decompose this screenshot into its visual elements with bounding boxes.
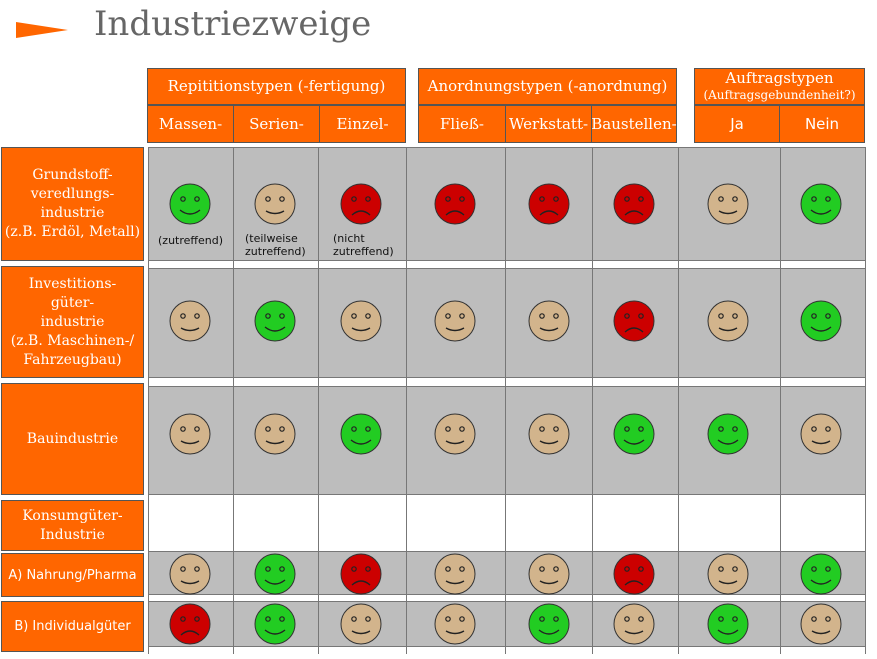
- row-label-investition: Investitions-güter-industrie (z.B. Maschi…: [1, 266, 144, 378]
- red-face-icon: [169, 603, 211, 645]
- green-face-icon: [254, 300, 296, 342]
- beige-face-icon: [169, 300, 211, 342]
- group-header-arrangement: Anordnungstypen (-anordnung): [418, 68, 677, 105]
- beige-face-icon: [169, 553, 211, 595]
- beige-face-icon: [528, 413, 570, 455]
- group-header-order: Auftragstypen (Auftragsgebundenheit?): [694, 68, 865, 105]
- row-label-bau: Bauindustrie: [1, 383, 144, 495]
- beige-face-icon: [707, 300, 749, 342]
- red-face-icon: [613, 553, 655, 595]
- beige-face-icon: [340, 300, 382, 342]
- beige-face-icon: [340, 603, 382, 645]
- beige-face-icon: [434, 413, 476, 455]
- beige-face-icon: [169, 413, 211, 455]
- grid-line: [678, 147, 679, 654]
- grid-line: [865, 147, 866, 654]
- green-face-icon: [254, 603, 296, 645]
- beige-face-icon: [528, 553, 570, 595]
- grid-line: [780, 147, 781, 654]
- red-face-icon: [528, 183, 570, 225]
- beige-face-icon: [254, 183, 296, 225]
- beige-face-icon: [528, 300, 570, 342]
- grid-line: [406, 147, 407, 654]
- legend-note-green: (zutreffend): [158, 234, 223, 247]
- row-label-nahrung: A) Nahrung/Pharma: [1, 553, 144, 597]
- column-header-werkstatt: Werkstatt-: [505, 105, 592, 143]
- green-face-icon: [707, 413, 749, 455]
- green-face-icon: [528, 603, 570, 645]
- title-arrow-icon: [16, 22, 68, 38]
- legend-note-red: (nicht zutreffend): [333, 232, 394, 258]
- grid-line: [148, 147, 149, 654]
- beige-face-icon: [254, 413, 296, 455]
- red-face-icon: [613, 183, 655, 225]
- green-face-icon: [707, 603, 749, 645]
- green-face-icon: [254, 553, 296, 595]
- green-face-icon: [340, 413, 382, 455]
- beige-face-icon: [434, 553, 476, 595]
- beige-face-icon: [613, 603, 655, 645]
- beige-face-icon: [707, 553, 749, 595]
- green-face-icon: [800, 300, 842, 342]
- row-label-grundstoff: Grundstoff-veredlungs-industrie (z.B. Erd…: [1, 147, 144, 261]
- grid-line: [592, 147, 593, 654]
- page-title: Industriezweige: [94, 4, 372, 44]
- grid-line: [505, 147, 506, 654]
- legend-note-beige: (teilweise zutreffend): [245, 232, 306, 258]
- beige-face-icon: [707, 183, 749, 225]
- green-face-icon: [800, 183, 842, 225]
- green-face-icon: [169, 183, 211, 225]
- green-face-icon: [613, 413, 655, 455]
- row-label-individual: B) Individualgüter: [1, 601, 144, 652]
- red-face-icon: [340, 553, 382, 595]
- beige-face-icon: [800, 413, 842, 455]
- grid-line: [318, 147, 319, 654]
- grid-line: [233, 147, 234, 654]
- red-face-icon: [613, 300, 655, 342]
- column-header-serien: Serien-: [233, 105, 320, 143]
- column-header-massen: Massen-: [147, 105, 234, 143]
- group-header-order-sub: (Auftragsgebundenheit?): [703, 87, 856, 102]
- red-face-icon: [340, 183, 382, 225]
- column-header-baustellen: Baustellen-: [591, 105, 677, 143]
- beige-face-icon: [800, 603, 842, 645]
- beige-face-icon: [434, 603, 476, 645]
- column-header-einzel: Einzel-: [319, 105, 406, 143]
- row-label-konsum: Konsumgüter- Industrie: [1, 500, 144, 551]
- column-header-nein: Nein: [779, 105, 865, 143]
- red-face-icon: [434, 183, 476, 225]
- column-header-fliess: Fließ-: [418, 105, 506, 143]
- beige-face-icon: [434, 300, 476, 342]
- group-header-repetition: Repititionstypen (-fertigung): [147, 68, 406, 105]
- column-header-ja: Ja: [694, 105, 780, 143]
- green-face-icon: [800, 553, 842, 595]
